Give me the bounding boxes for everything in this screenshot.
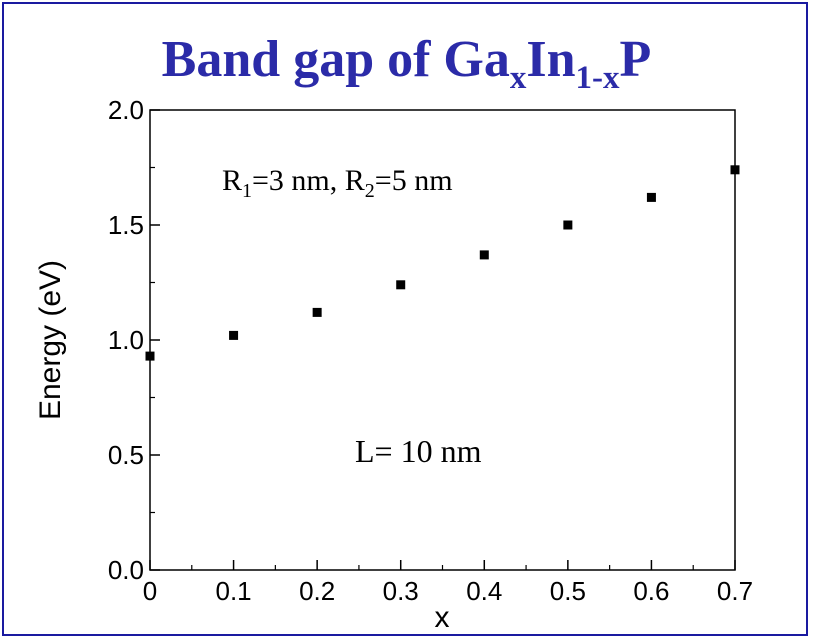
data-point bbox=[563, 220, 573, 230]
title-sub-x: x bbox=[509, 60, 527, 96]
data-point bbox=[646, 192, 656, 202]
data-point bbox=[479, 250, 489, 260]
y-tick-label: 2.0 bbox=[108, 95, 144, 125]
y-axis-ticks: 0.0 0.5 1.0 1.5 2.0 bbox=[108, 95, 160, 585]
title-end: P bbox=[619, 31, 652, 88]
x-tick-label: 0.5 bbox=[550, 576, 586, 606]
title-mid: In bbox=[526, 31, 576, 88]
x-tick-label: 0.4 bbox=[466, 576, 502, 606]
y-tick-label: 1.5 bbox=[108, 210, 144, 240]
y-tick-label: 1.0 bbox=[108, 325, 144, 355]
y-tick-label: 0.5 bbox=[108, 440, 144, 470]
annotation-radii: R1=3 nm, R2=5 nm bbox=[222, 164, 453, 202]
x-tick-label: 0.2 bbox=[299, 576, 335, 606]
y-tick-label: 0.0 bbox=[108, 555, 144, 585]
data-point bbox=[145, 351, 155, 361]
chart-title: Band gap of GaxIn1-xP bbox=[0, 30, 813, 95]
y-axis-label: Energy (eV) bbox=[34, 260, 67, 420]
x-tick-label: 0.3 bbox=[383, 576, 419, 606]
data-point bbox=[396, 280, 406, 290]
data-point bbox=[229, 330, 239, 340]
annotation-length: L= 10 nm bbox=[355, 433, 482, 469]
x-tick-label: 0.7 bbox=[717, 576, 753, 606]
data-points bbox=[145, 165, 740, 361]
x-tick-label: 0 bbox=[143, 576, 157, 606]
title-sub-1x: 1-x bbox=[575, 60, 620, 96]
x-tick-label: 0.1 bbox=[215, 576, 251, 606]
data-point bbox=[730, 165, 740, 175]
data-point bbox=[312, 307, 322, 317]
x-axis-label: x bbox=[435, 601, 450, 634]
x-tick-label: 0.6 bbox=[633, 576, 669, 606]
x-axis-ticks: 0 0.1 0.2 0.3 0.4 0.5 0.6 0.7 bbox=[143, 560, 753, 606]
title-main: Band gap of Ga bbox=[161, 31, 510, 88]
